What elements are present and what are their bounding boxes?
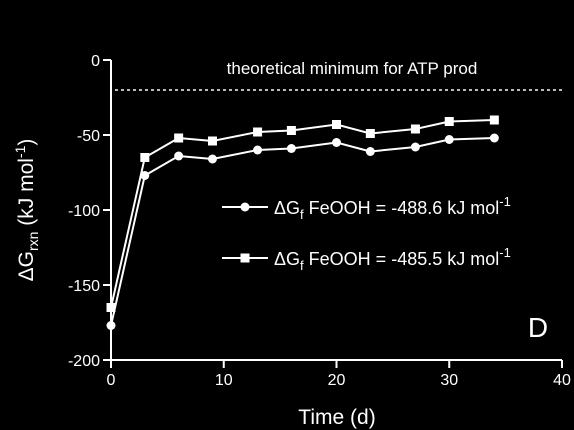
- reference-line-label: theoretical minimum for ATP prod: [227, 59, 478, 78]
- series-2-point-7: [365, 129, 375, 138]
- y-tick-label-4: -200: [68, 353, 100, 370]
- x-tick-label-4: 40: [553, 372, 571, 389]
- series-2-point-1: [140, 153, 150, 162]
- y-tick-label-1: -50: [77, 128, 100, 145]
- series-1-point-8: [410, 142, 420, 152]
- legend-entry-2: ΔGf FeOOH = -485.5 kJ mol-1: [222, 245, 511, 273]
- legend-label-2: ΔGf FeOOH = -485.5 kJ mol-1: [274, 245, 511, 273]
- series-1-point-2: [174, 151, 184, 161]
- y-tick-label-2: -100: [68, 203, 100, 220]
- series-2-point-3: [207, 136, 217, 146]
- x-tick-label-1: 10: [215, 372, 233, 389]
- y-tick-label-3: -150: [68, 278, 100, 295]
- series-2-point-10: [489, 115, 499, 125]
- legend-label-1: ΔGf FeOOH = -488.6 kJ mol-1: [274, 194, 511, 222]
- series-1-point-3: [207, 154, 217, 164]
- series-1-point-6: [332, 138, 341, 147]
- y-tick-label-0: 0: [91, 53, 100, 70]
- series-2-point-6: [332, 120, 341, 129]
- series-2-point-9: [444, 117, 454, 126]
- series-line-1: [110, 137, 495, 326]
- x-tick-label-3: 30: [440, 372, 458, 389]
- legend-marker-square: [240, 253, 250, 263]
- series-1-point-9: [444, 135, 454, 144]
- x-tick-label-2: 20: [328, 372, 346, 389]
- series-group: [106, 115, 499, 330]
- y-axis-title: ΔGrxn (kJ mol-1): [12, 139, 41, 282]
- panel-label: D: [528, 312, 548, 343]
- x-axis-title: Time (d): [298, 406, 375, 429]
- series-2-point-0: [106, 303, 116, 312]
- series-1-point-5: [286, 144, 296, 153]
- ticks: 0 -50 -100 -150 -200 0 10 20 30 40: [68, 53, 571, 389]
- series-2-point-5: [286, 126, 296, 135]
- series-1-point-1: [140, 171, 150, 180]
- x-tick-label-0: 0: [107, 372, 116, 389]
- legend-entry-1: ΔGf FeOOH = -488.6 kJ mol-1: [222, 194, 511, 222]
- series-1-point-7: [365, 147, 375, 156]
- series-1-point-10: [489, 133, 499, 143]
- series-2-point-2: [174, 133, 184, 143]
- series-1-point-0: [106, 321, 116, 330]
- legend-marker-circle: [240, 202, 250, 212]
- series-2-point-4: [253, 127, 263, 137]
- series-1-point-4: [253, 145, 263, 155]
- series-2-point-8: [410, 124, 420, 134]
- legend: ΔGf FeOOH = -488.6 kJ mol-1 ΔGf FeOOH = …: [222, 194, 511, 273]
